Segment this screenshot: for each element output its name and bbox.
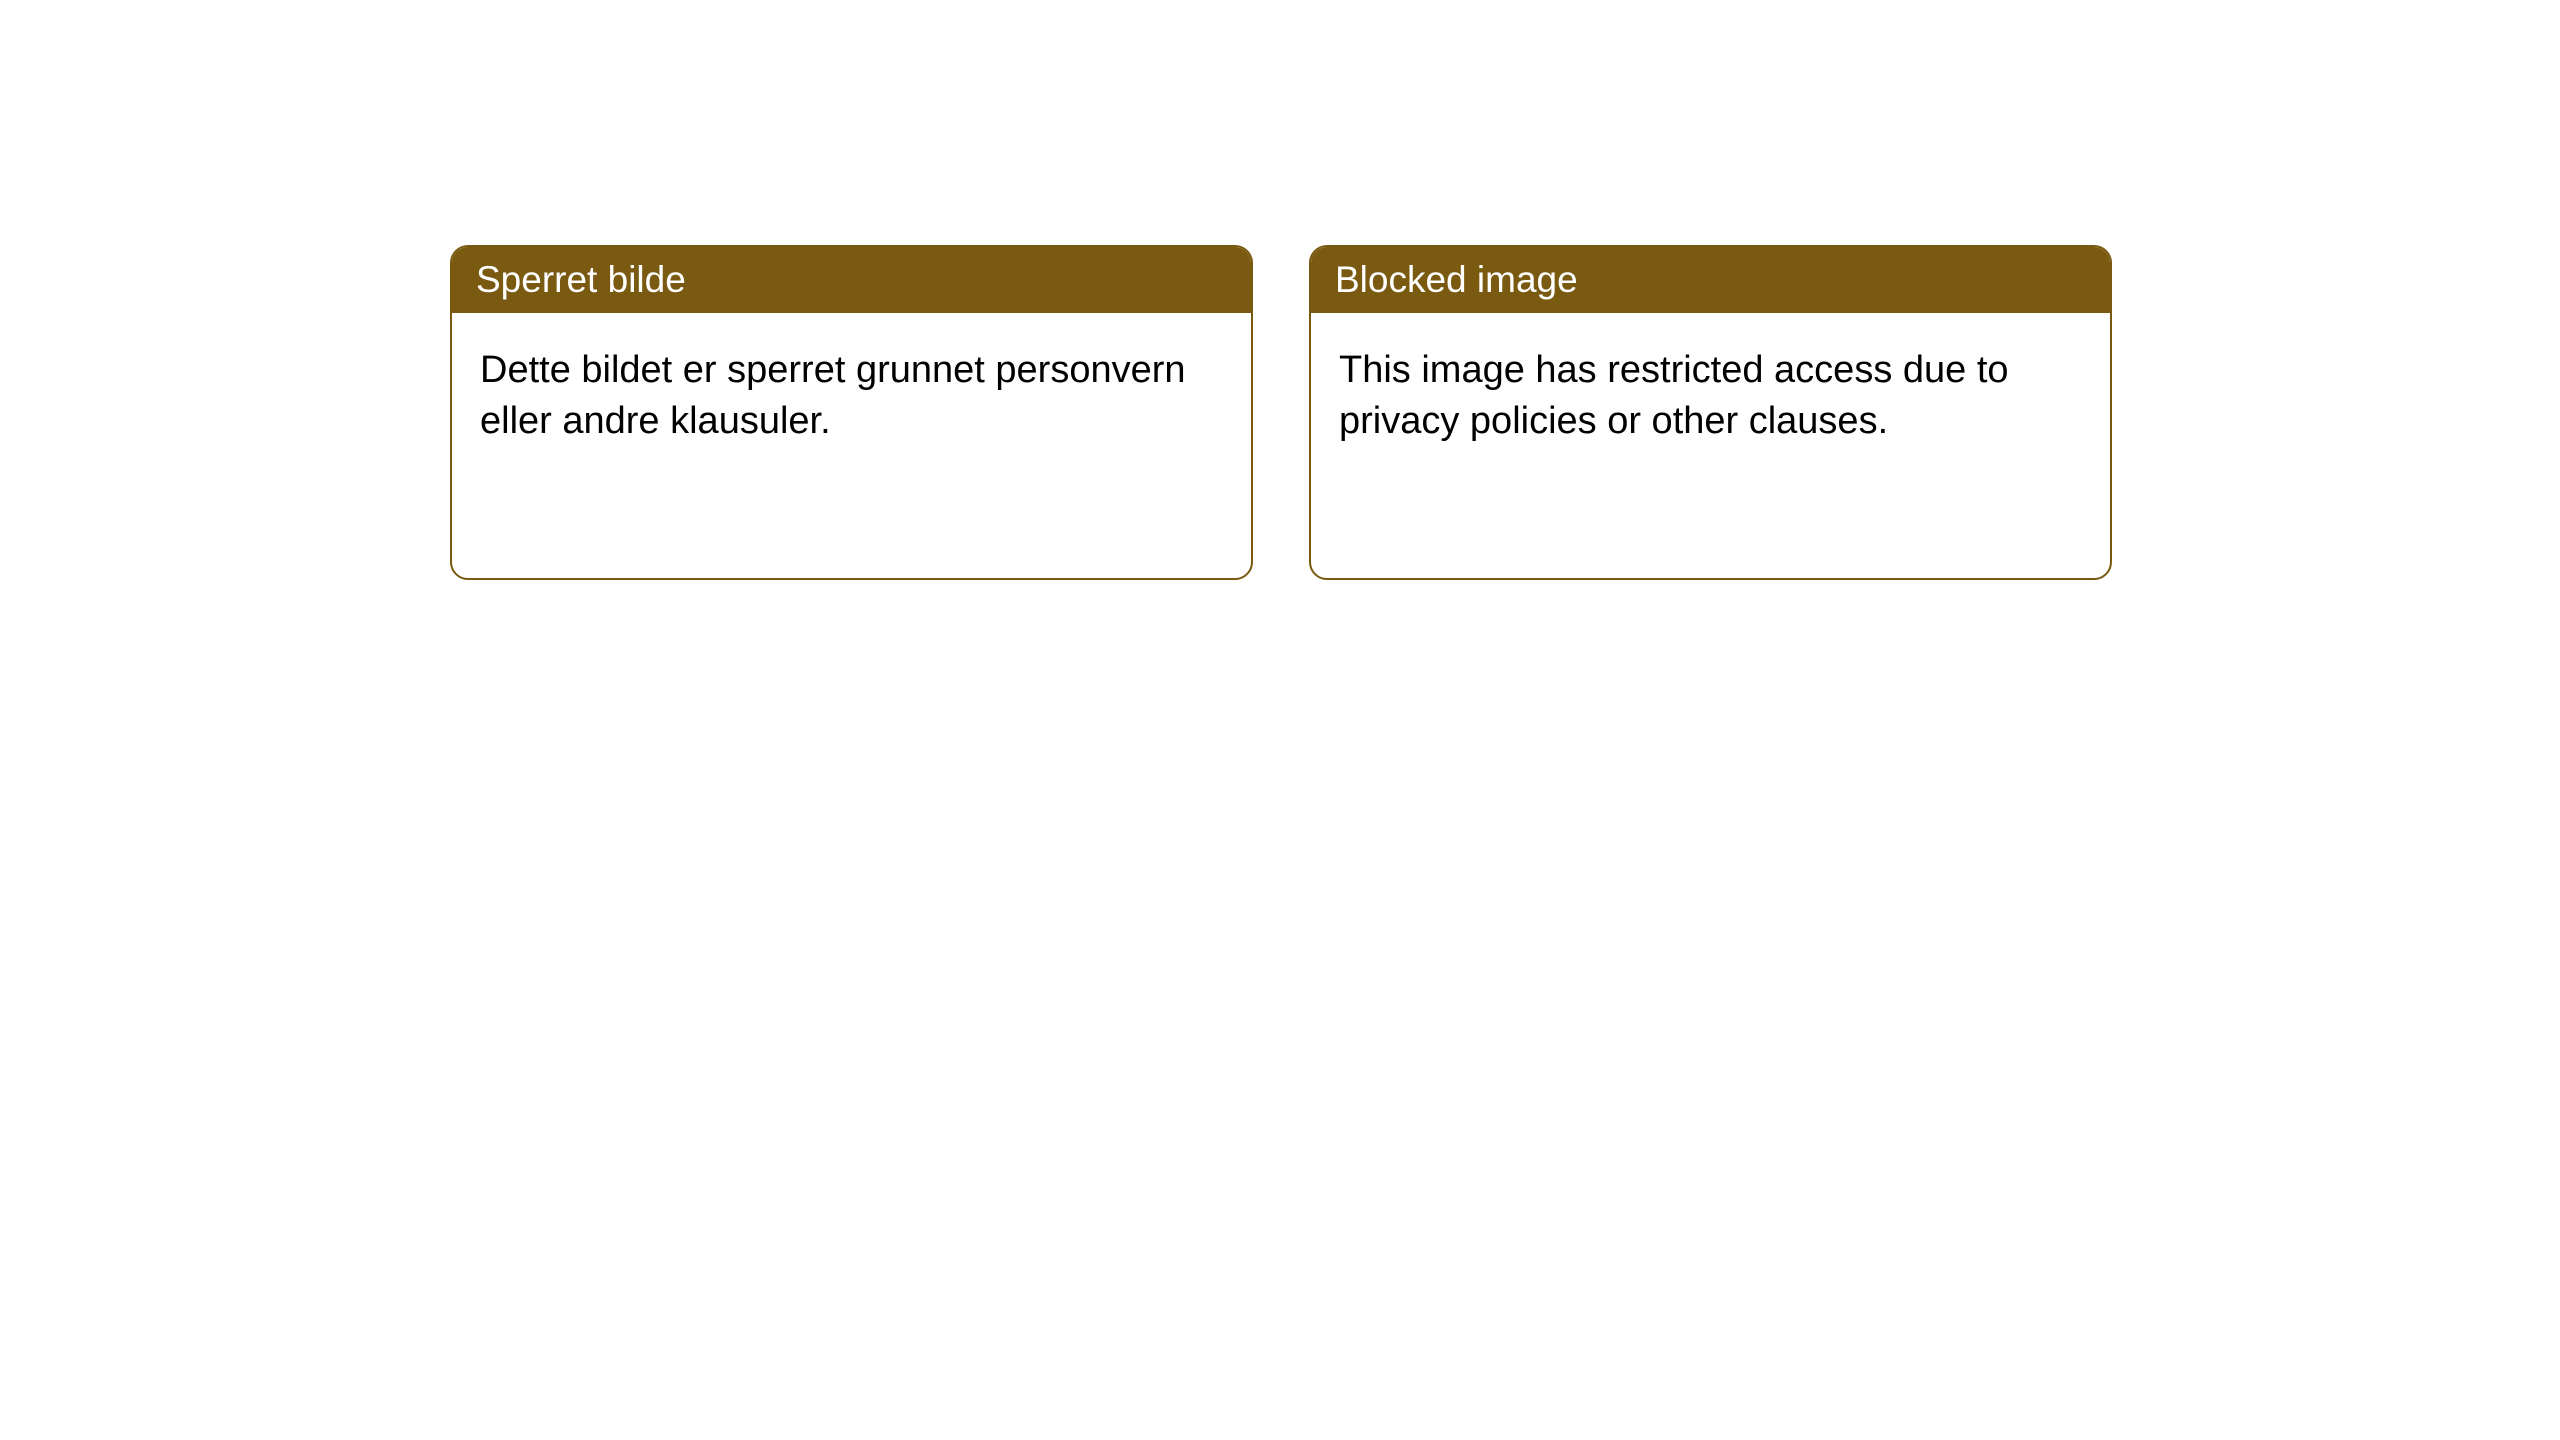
alert-body-english: This image has restricted access due to … — [1311, 313, 2110, 480]
alert-box-english: Blocked image This image has restricted … — [1309, 245, 2112, 580]
alert-message-english: This image has restricted access due to … — [1339, 349, 2009, 442]
alert-header-english: Blocked image — [1311, 247, 2110, 313]
alert-body-norwegian: Dette bildet er sperret grunnet personve… — [452, 313, 1251, 480]
alert-message-norwegian: Dette bildet er sperret grunnet personve… — [480, 349, 1186, 442]
alert-title-english: Blocked image — [1335, 259, 1578, 300]
alert-box-norwegian: Sperret bilde Dette bildet er sperret gr… — [450, 245, 1253, 580]
alert-boxes-container: Sperret bilde Dette bildet er sperret gr… — [450, 245, 2112, 580]
alert-title-norwegian: Sperret bilde — [476, 259, 686, 300]
alert-header-norwegian: Sperret bilde — [452, 247, 1251, 313]
